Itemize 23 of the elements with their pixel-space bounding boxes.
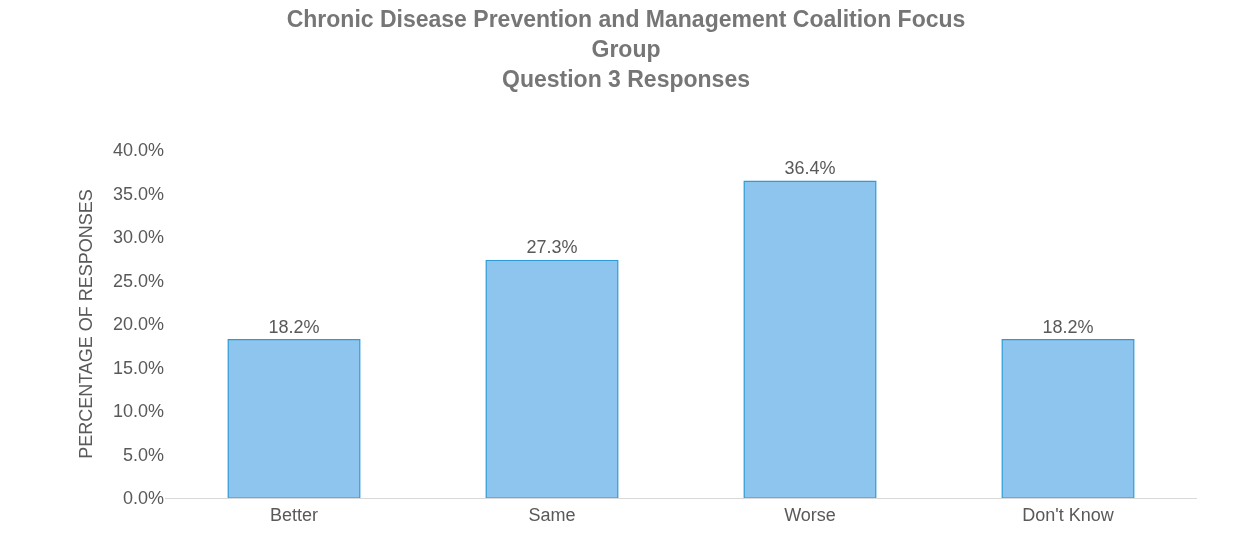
data-label: 18.2% [1042,316,1094,337]
y-tick-label: 10.0% [112,401,164,422]
data-label: 36.4% [784,158,836,179]
bar [743,180,877,498]
bar [485,259,619,498]
chart-title: Chronic Disease Prevention and Management Coalition Focus Group Question 3 Responses [286,6,966,93]
data-label: 18.2% [268,316,320,337]
y-tick-label: 40.0% [112,140,164,161]
bar [1001,339,1135,498]
x-tick-label: Same [528,504,576,525]
y-axis-title: PERCENTAGE OF RESPONSES [76,189,97,459]
x-tick-label: Worse [784,504,836,525]
y-tick-label: 35.0% [112,183,164,204]
y-tick-label: 5.0% [122,444,164,465]
y-tick-label: 20.0% [112,314,164,335]
y-tick-label: 0.0% [122,488,164,509]
y-tick-label: 30.0% [112,227,164,248]
bar [227,339,361,498]
x-tick-label: Don't Know [1022,504,1115,525]
x-tick-label: Better [269,504,319,525]
data-label: 27.3% [526,237,578,258]
y-tick-label: 25.0% [112,270,164,291]
y-tick-label: 15.0% [112,357,164,378]
